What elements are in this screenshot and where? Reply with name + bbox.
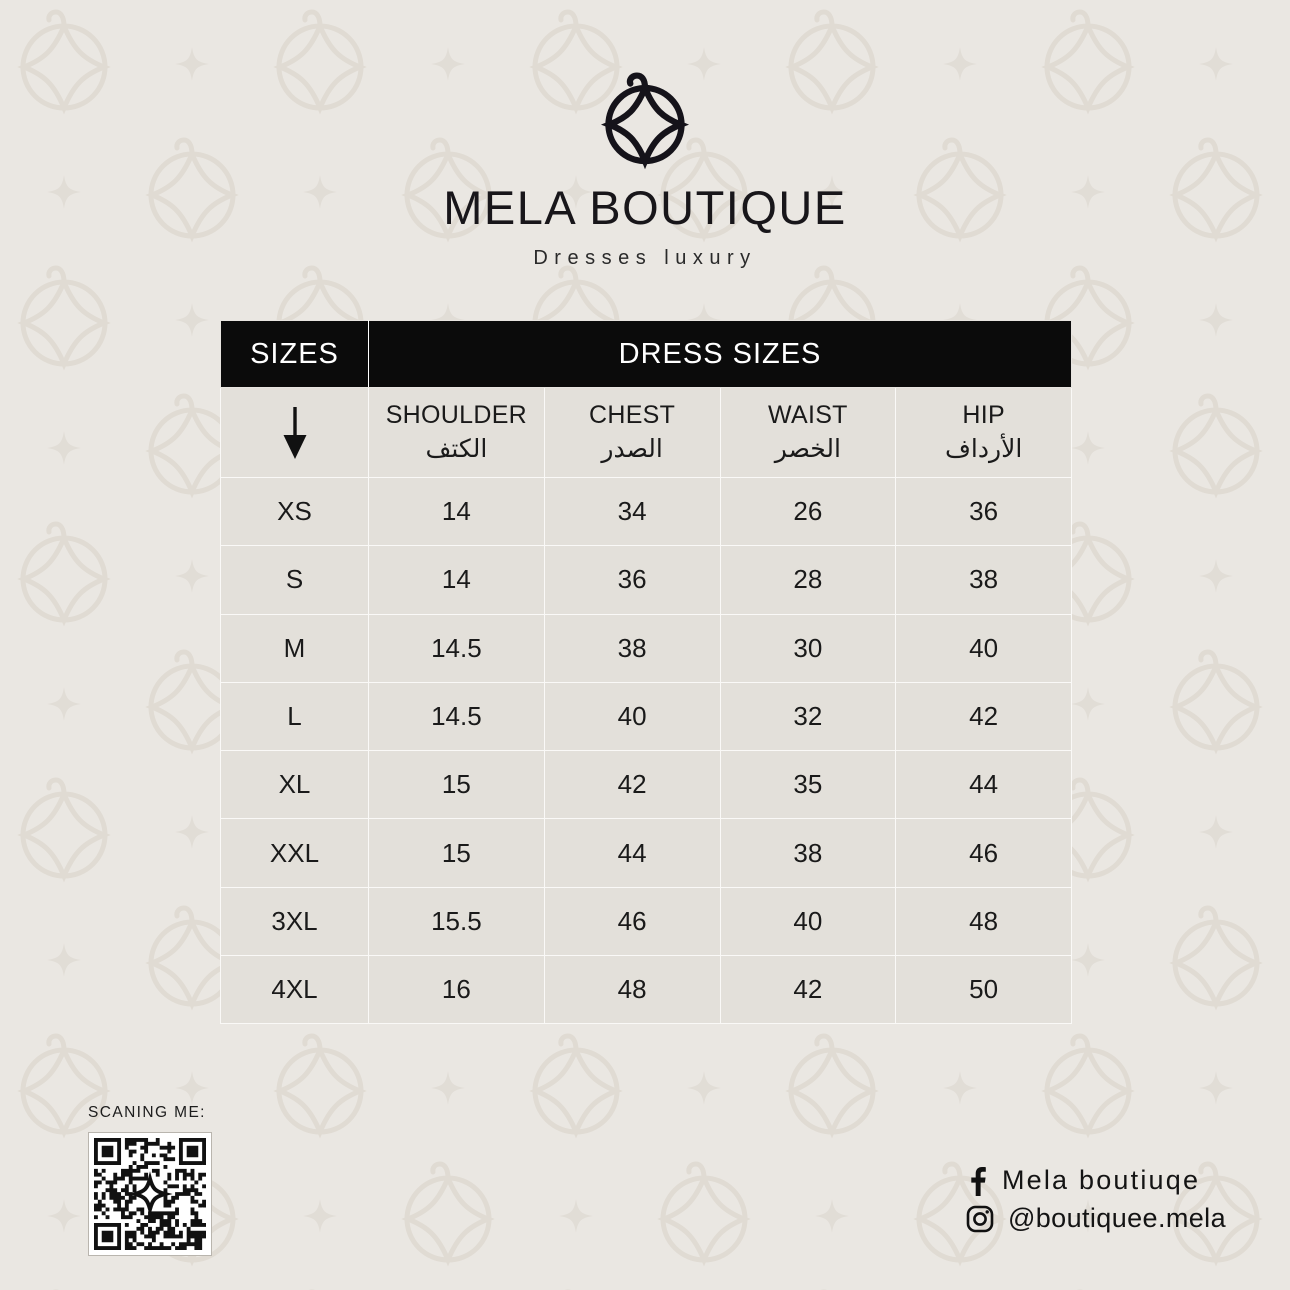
size-chart-container: SIZES DRESS SIZES SHOULDER الكتف CHEST ا…: [220, 320, 1073, 1025]
cell-size: S: [220, 545, 369, 615]
cell-chest: 48: [543, 955, 721, 1025]
column-header-waist: WAIST الخصر: [719, 387, 897, 478]
cell-hip: 38: [895, 545, 1073, 615]
cell-shoulder: 15: [368, 818, 545, 888]
table-row: 4XL 16 48 42 50: [220, 955, 1073, 1025]
cell-size: XXL: [220, 818, 369, 888]
table-row: 3XL 15.5 46 40 48: [220, 886, 1073, 957]
brand-name: MELA BOUTIQUE: [443, 181, 847, 234]
cell-waist: 38: [719, 818, 897, 888]
cell-size: M: [220, 613, 369, 683]
arrow-down-icon: [283, 406, 306, 459]
header-dress-sizes: DRESS SIZES: [367, 320, 1073, 388]
column-header-chest-en: CHEST: [589, 401, 676, 430]
facebook-handle[interactable]: Mela boutiuqe: [1001, 1165, 1201, 1195]
cell-hip: 48: [895, 886, 1073, 957]
table-row: XXL 15 44 38 46: [220, 818, 1073, 888]
cell-hip: 36: [895, 476, 1073, 547]
column-header-shoulder-ar: الكتف: [425, 434, 488, 463]
cell-shoulder: 14.5: [368, 681, 545, 752]
cell-chest: 46: [543, 886, 721, 957]
column-header-chest-ar: الصدر: [601, 434, 663, 463]
cell-chest: 36: [543, 545, 721, 615]
table-header-row-sub: SHOULDER الكتف CHEST الصدر WAIST الخصر H…: [220, 387, 1073, 478]
qr-code-block: SCANING ME:: [88, 1104, 212, 1256]
cell-shoulder: 14: [368, 476, 545, 547]
cell-chest: 38: [543, 613, 721, 683]
cell-size: 3XL: [220, 886, 369, 957]
cell-size: XS: [220, 476, 369, 547]
brand-tagline: Dresses luxury: [533, 247, 757, 269]
column-header-shoulder-en: SHOULDER: [385, 401, 528, 430]
hanger-diamond-circle-logo-icon: [600, 72, 690, 170]
brand-header: MELA BOUTIQUE Dresses luxury: [0, 72, 1290, 270]
cell-hip: 46: [895, 818, 1073, 888]
column-header-hip: HIP الأرداف: [895, 387, 1073, 478]
facebook-link[interactable]: Mela boutiuqe: [966, 1165, 1226, 1196]
cell-shoulder: 14: [368, 545, 545, 615]
cell-waist: 28: [719, 545, 897, 615]
cell-size: XL: [220, 750, 369, 820]
column-header-waist-en: WAIST: [768, 401, 848, 430]
cell-waist: 26: [719, 476, 897, 547]
cell-shoulder: 14.5: [368, 613, 545, 683]
qr-code-icon[interactable]: [94, 1138, 206, 1250]
column-header-hip-en: HIP: [962, 401, 1005, 430]
instagram-link[interactable]: @boutiquee.mela: [966, 1203, 1226, 1234]
size-chart-table: SIZES DRESS SIZES SHOULDER الكتف CHEST ا…: [220, 320, 1073, 1025]
cell-size: L: [220, 681, 369, 752]
table-row: L 14.5 40 32 42: [220, 681, 1073, 752]
header-sizes: SIZES: [220, 320, 369, 388]
facebook-icon[interactable]: [966, 1166, 988, 1196]
cell-waist: 40: [719, 886, 897, 957]
column-header-hip-ar: الأرداف: [945, 434, 1023, 463]
cell-shoulder: 15: [368, 750, 545, 820]
instagram-handle[interactable]: @boutiquee.mela: [1007, 1203, 1226, 1233]
cell-chest: 44: [543, 818, 721, 888]
qr-label: SCANING ME:: [88, 1104, 206, 1121]
cell-waist: 32: [719, 681, 897, 752]
cell-chest: 42: [543, 750, 721, 820]
table-row: S 14 36 28 38: [220, 545, 1073, 615]
cell-waist: 30: [719, 613, 897, 683]
cell-shoulder: 16: [368, 955, 545, 1025]
table-row: XS 14 34 26 36: [220, 476, 1073, 547]
column-header-chest: CHEST الصدر: [543, 387, 721, 478]
cell-hip: 40: [895, 613, 1073, 683]
cell-chest: 40: [543, 681, 721, 752]
cell-waist: 42: [719, 955, 897, 1025]
cell-size: 4XL: [220, 955, 369, 1025]
table-row: XL 15 42 35 44: [220, 750, 1073, 820]
cell-waist: 35: [719, 750, 897, 820]
cell-hip: 50: [895, 955, 1073, 1025]
instagram-icon[interactable]: [966, 1205, 994, 1233]
table-row: M 14.5 38 30 40: [220, 613, 1073, 683]
arrow-down-cell: [220, 387, 369, 478]
cell-hip: 42: [895, 681, 1073, 752]
social-links: Mela boutiuqe @boutiquee.mela: [966, 1165, 1226, 1241]
qr-code-frame[interactable]: [88, 1132, 212, 1256]
cell-hip: 44: [895, 750, 1073, 820]
cell-shoulder: 15.5: [368, 886, 545, 957]
cell-chest: 34: [543, 476, 721, 547]
column-header-waist-ar: الخصر: [774, 434, 841, 463]
table-header-row-top: SIZES DRESS SIZES: [220, 320, 1073, 388]
column-header-shoulder: SHOULDER الكتف: [368, 387, 545, 478]
